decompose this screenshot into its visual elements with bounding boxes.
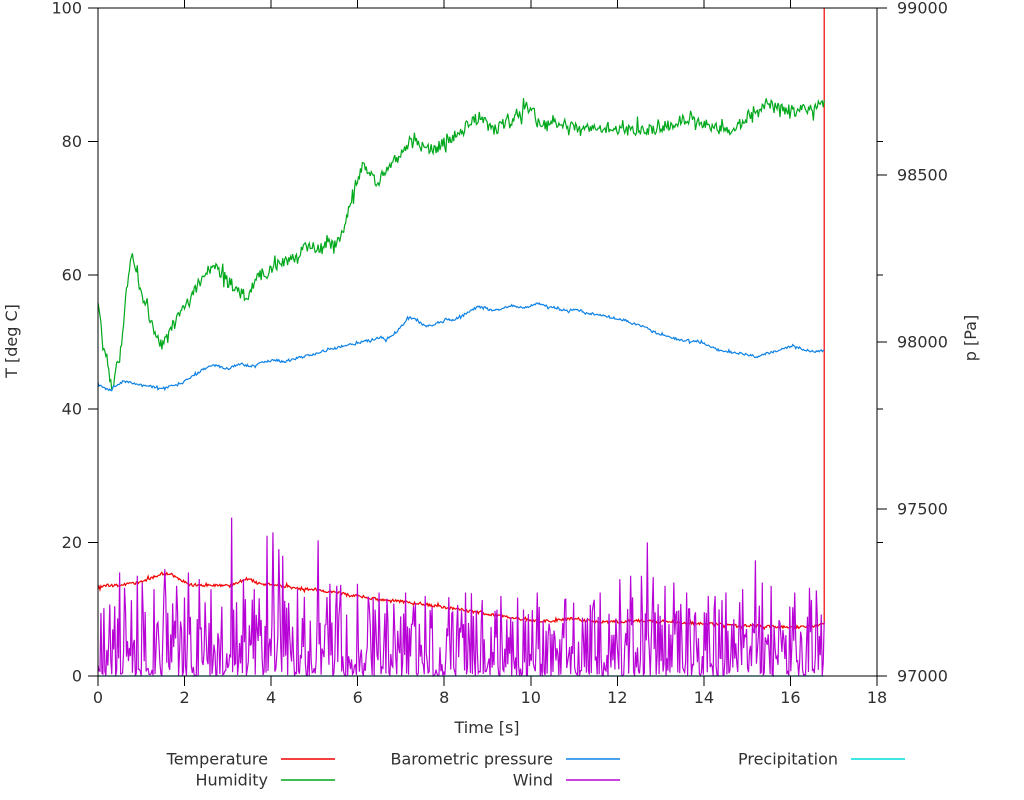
legend-label-precipitation: Precipitation	[738, 750, 838, 769]
y-tick-label: 0	[72, 667, 82, 686]
y2-tick-label: 98000	[897, 333, 948, 352]
y-axis-label: T [deg C]	[2, 304, 21, 379]
x-tick-label: 4	[266, 688, 276, 707]
x-tick-label: 0	[93, 688, 103, 707]
y2-tick-label: 99000	[897, 0, 948, 18]
legend-label-wind: Wind	[513, 771, 553, 790]
x-tick-label: 18	[867, 688, 887, 707]
legend: Temperature Humidity Barometric pressure Wi…	[166, 750, 905, 790]
data-series-group	[97, 8, 825, 677]
legend-label-temperature: Temperature	[166, 750, 268, 769]
x-tick-label: 6	[353, 688, 363, 707]
x-tick-label: 16	[780, 688, 800, 707]
legend-label-humidity: Humidity	[195, 771, 268, 790]
plot-border	[97, 7, 878, 677]
x-tick-label: 10	[521, 688, 541, 707]
y2-tick-label: 97000	[897, 667, 948, 686]
y-tick-label: 20	[62, 533, 82, 552]
axis-tick-labels: 0 2 4 6 8 10 12 14 16 18 0 20 40 60 80 100 97000 97500 980…	[51, 0, 947, 707]
y-tick-label: 40	[62, 399, 82, 418]
y-tick-label: 60	[62, 266, 82, 285]
barometric-pressure-series	[97, 302, 825, 392]
wind-series	[97, 517, 825, 677]
y2-tick-label: 97500	[897, 500, 948, 519]
x-tick-label: 12	[607, 688, 627, 707]
x-tick-label: 2	[179, 688, 189, 707]
y-tick-label: 80	[62, 132, 82, 151]
x-tick-label: 8	[439, 688, 449, 707]
x-tick-label: 14	[694, 688, 714, 707]
y-tick-label: 100	[51, 0, 82, 18]
axis-ticks	[88, 0, 887, 686]
x-axis-label: Time [s]	[453, 718, 519, 737]
y2-axis-label: p [Pa]	[961, 315, 980, 361]
y2-tick-label: 98500	[897, 166, 948, 185]
humidity-series	[97, 98, 825, 392]
legend-label-barometric-pressure: Barometric pressure	[390, 750, 553, 769]
